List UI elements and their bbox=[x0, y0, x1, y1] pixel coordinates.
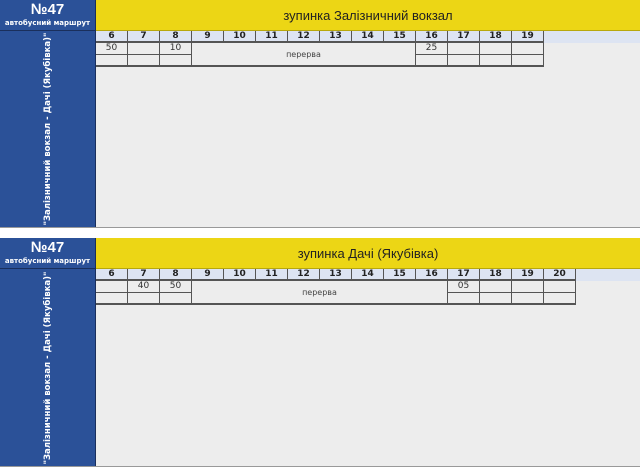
hour-header-10: 10 bbox=[224, 269, 256, 281]
hour-header-19: 19 bbox=[512, 269, 544, 281]
hour-header-10: 10 bbox=[224, 31, 256, 43]
minute-cell bbox=[128, 43, 160, 55]
minute-cell: 25 bbox=[416, 43, 448, 55]
minute-cell bbox=[160, 55, 192, 67]
route-number: №47 bbox=[30, 239, 65, 256]
hour-header-12: 12 bbox=[288, 269, 320, 281]
minute-cell bbox=[96, 293, 128, 305]
minute-cell bbox=[480, 281, 512, 293]
route-badge: №47 автобусний маршрут bbox=[0, 238, 96, 269]
hour-header-18: 18 bbox=[480, 31, 512, 43]
minute-cell bbox=[96, 281, 128, 293]
minute-cell bbox=[480, 55, 512, 67]
hour-header-19: 19 bbox=[512, 31, 544, 43]
minute-cell bbox=[128, 55, 160, 67]
minute-cell bbox=[544, 293, 576, 305]
minute-cell bbox=[448, 293, 480, 305]
minute-cell bbox=[480, 293, 512, 305]
break-cell: перерва bbox=[192, 43, 416, 67]
hour-header-16: 16 bbox=[416, 31, 448, 43]
minute-cell bbox=[160, 293, 192, 305]
hour-header-14: 14 bbox=[352, 31, 384, 43]
hour-header-6: 6 bbox=[96, 31, 128, 43]
hour-header-9: 9 bbox=[192, 31, 224, 43]
stop-title: зупинка Залізничний вокзал bbox=[96, 0, 640, 31]
hour-header-14: 14 bbox=[352, 269, 384, 281]
hour-header-9: 9 bbox=[192, 269, 224, 281]
hour-header-7: 7 bbox=[128, 269, 160, 281]
hour-header-6: 6 bbox=[96, 269, 128, 281]
hour-header-13: 13 bbox=[320, 269, 352, 281]
stop-title: зупинка Дачі (Якубівка) bbox=[96, 238, 640, 269]
minute-cell bbox=[512, 293, 544, 305]
minute-cell bbox=[128, 293, 160, 305]
hour-header-11: 11 bbox=[256, 269, 288, 281]
hour-header-15: 15 bbox=[384, 269, 416, 281]
hour-header-11: 11 bbox=[256, 31, 288, 43]
minute-cell bbox=[512, 281, 544, 293]
minute-cell: 50 bbox=[96, 43, 128, 55]
hour-header-18: 18 bbox=[480, 269, 512, 281]
minute-cell bbox=[544, 281, 576, 293]
minute-cell bbox=[96, 55, 128, 67]
minute-cell bbox=[512, 55, 544, 67]
route-name: "Залізничний вокзал - Дачі (Якубівка)" bbox=[42, 271, 53, 464]
timetable-panel-0: №47 автобусний маршрут "Залізничний вокз… bbox=[0, 0, 640, 228]
route-name-side: "Залізничний вокзал - Дачі (Якубівка)" bbox=[0, 269, 96, 466]
timetable-panel-1: №47 автобусний маршрут "Залізничний вокз… bbox=[0, 238, 640, 467]
hour-header-17: 17 bbox=[448, 269, 480, 281]
hour-header-20: 20 bbox=[544, 269, 576, 281]
route-name-side: "Залізничний вокзал - Дачі (Якубівка)" bbox=[0, 31, 96, 227]
hours-header bbox=[96, 269, 640, 281]
hour-header-17: 17 bbox=[448, 31, 480, 43]
minute-cell: 05 bbox=[448, 281, 480, 293]
minute-cell bbox=[416, 55, 448, 67]
minute-cell bbox=[480, 43, 512, 55]
route-label: автобусний маршрут bbox=[4, 19, 91, 27]
break-cell: перерва bbox=[192, 281, 448, 305]
hour-header-7: 7 bbox=[128, 31, 160, 43]
hour-header-12: 12 bbox=[288, 31, 320, 43]
hour-header-15: 15 bbox=[384, 31, 416, 43]
hour-header-16: 16 bbox=[416, 269, 448, 281]
minute-cell: 10 bbox=[160, 43, 192, 55]
minute-cell: 50 bbox=[160, 281, 192, 293]
minute-cell bbox=[512, 43, 544, 55]
route-name: "Залізничний вокзал - Дачі (Якубівка)" bbox=[42, 32, 53, 226]
hour-header-8: 8 bbox=[160, 31, 192, 43]
route-number: №47 bbox=[30, 1, 65, 18]
hour-header-8: 8 bbox=[160, 269, 192, 281]
minute-cell: 40 bbox=[128, 281, 160, 293]
hours-header bbox=[96, 31, 640, 43]
route-badge: №47 автобусний маршрут bbox=[0, 0, 96, 31]
minute-cell bbox=[448, 55, 480, 67]
route-label: автобусний маршрут bbox=[4, 257, 91, 265]
minute-cell bbox=[448, 43, 480, 55]
hour-header-13: 13 bbox=[320, 31, 352, 43]
